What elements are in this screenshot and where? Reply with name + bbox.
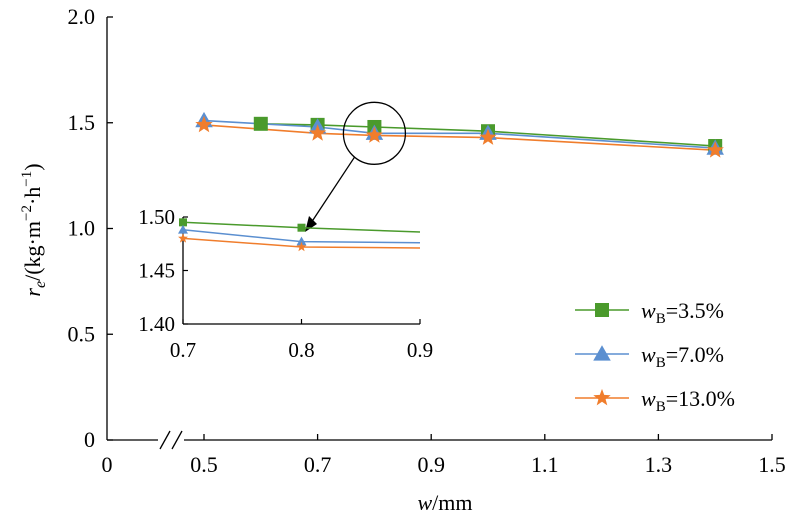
data-point <box>308 124 327 141</box>
x-tick-label: 0.7 <box>304 452 332 477</box>
inset-data-point <box>296 236 307 246</box>
zoom-arrow-line <box>310 156 355 224</box>
x-tick-label: 0 <box>102 452 113 477</box>
series-line <box>203 124 716 151</box>
y-label-sub: e <box>32 281 49 288</box>
y-tick-label: 0 <box>84 427 95 452</box>
y-axis-label: re/(kg·m−2·h−1) <box>19 163 49 296</box>
inset-data-point <box>178 224 188 234</box>
legend-label-sub: B <box>656 399 666 415</box>
x-tick-label: 1.1 <box>531 452 559 477</box>
inset-x-tick-label: 0.9 <box>407 338 433 362</box>
legend-label-sub: B <box>656 311 666 327</box>
legend-label: wB=7.0% <box>641 342 724 371</box>
zoom-circle <box>342 101 407 165</box>
main-series <box>195 111 724 158</box>
legend-label-italic: w <box>641 298 656 323</box>
axis-break-mark-1 <box>159 430 171 450</box>
legend-label-italic: w <box>641 386 656 411</box>
y-label-italic: r <box>20 288 45 297</box>
series-line <box>203 119 716 149</box>
inset-x-tick-label: 0.7 <box>170 338 196 362</box>
x-tick-label: 1.5 <box>758 452 786 477</box>
inset-y-tick-label: 1.45 <box>138 259 175 283</box>
x-axis-label: w/mm <box>417 490 472 515</box>
x-tick-label: 0.5 <box>190 452 218 477</box>
legend-label: wB=13.0% <box>641 386 735 415</box>
data-point <box>706 141 724 158</box>
y-tick-label: 2.0 <box>68 4 96 29</box>
data-point <box>365 126 384 143</box>
legend-label-value: =3.5% <box>666 298 724 323</box>
main-axes: 0 0.5 1.0 1.5 2.0 0 0.5 0.7 0.9 1.1 1.3 1.5 <box>68 4 786 477</box>
x-label-unit: /mm <box>432 490 472 515</box>
zoom-arrow-head <box>305 216 317 232</box>
inset-plot: 1.40 1.45 1.50 0.7 0.8 0.9 <box>138 205 433 362</box>
inset-y-tick-label: 1.40 <box>138 312 175 336</box>
inset-data-point <box>178 233 188 243</box>
legend-label-value: =13.0% <box>666 386 735 411</box>
y-label-sup1: −2 <box>19 205 35 221</box>
inset-data-point <box>297 223 306 232</box>
inset-data-point <box>296 241 307 252</box>
inset-x-tick-label: 0.8 <box>288 338 314 362</box>
y-tick-label: 0.5 <box>68 321 96 346</box>
data-point <box>195 115 213 133</box>
legend-marker <box>595 303 609 317</box>
legend: wB=3.5%wB=7.0%wB=13.0% <box>575 298 735 415</box>
y-tick-label: 1.5 <box>68 110 96 135</box>
legend-label: wB=3.5% <box>641 298 724 327</box>
x-label-italic: w <box>417 490 432 515</box>
inset-data-point <box>179 218 187 227</box>
legend-label-sub: B <box>656 355 666 371</box>
data-point <box>479 128 497 145</box>
legend-marker <box>593 345 611 361</box>
y-tick-label: 1.0 <box>68 216 96 241</box>
legend-marker <box>593 388 611 406</box>
y-label-sup2: −1 <box>19 171 35 187</box>
y-label-mid: ·h <box>20 187 45 205</box>
x-tick-label: 1.3 <box>645 452 673 477</box>
legend-label-value: =7.0% <box>666 342 724 367</box>
x-tick-label: 0.9 <box>417 452 445 477</box>
legend-label-italic: w <box>641 342 656 367</box>
y-label-pre: /(kg·m <box>20 221 45 281</box>
data-point <box>253 116 268 131</box>
y-label-post: ) <box>20 163 45 170</box>
inset-y-tick-label: 1.50 <box>138 205 175 229</box>
axis-break-mark-2 <box>171 430 183 450</box>
